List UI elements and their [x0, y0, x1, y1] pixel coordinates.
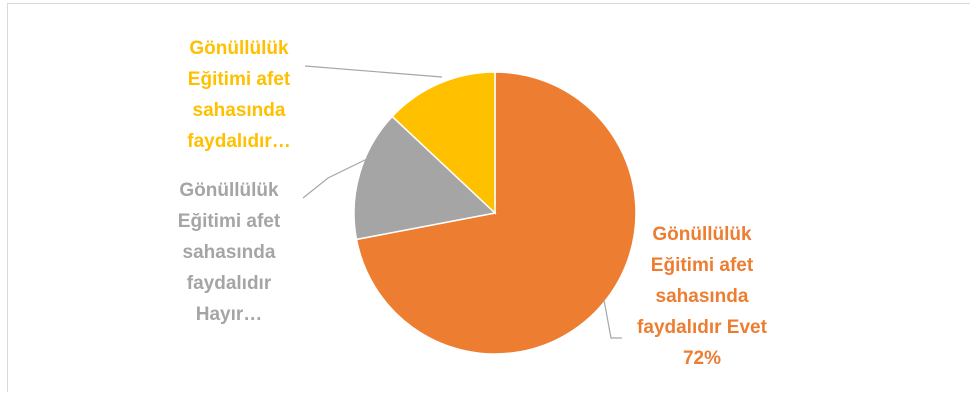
- data-label-1-line-1: Gönüllülük: [652, 224, 752, 245]
- leader-line-2: [302, 157, 370, 199]
- data-labels: Gönüllülük Eğitimi afet sahasında faydalıdı…: [178, 38, 768, 369]
- data-label-1: Gönüllülük Eğitimi afet sahasında faydalıdı…: [637, 224, 768, 369]
- data-label-2-line-1: Gönüllülük: [179, 180, 279, 201]
- data-label-2-line-3: sahasında: [183, 242, 276, 263]
- data-label-1-line-4: faydalıdır Evet: [637, 317, 768, 338]
- pie-slice-1: [355, 71, 637, 355]
- leader-line-1: [603, 299, 622, 339]
- leader-lines: [302, 65, 622, 339]
- leader-line-3: [304, 65, 443, 78]
- data-label-1-line-5: 72%: [683, 348, 721, 369]
- data-label-3-line-4: faydalıdır…: [187, 131, 290, 152]
- data-label-2-line-2: Eğitimi afet: [178, 211, 281, 232]
- pie-slice-3: [391, 71, 496, 215]
- pie-slice-2: [353, 115, 497, 241]
- data-label-2: Gönüllülük Eğitimi afet sahasında faydalıdı…: [178, 180, 281, 325]
- data-label-3-line-2: Eğitimi afet: [188, 69, 291, 90]
- data-label-3: Gönüllülük Eğitimi afet sahasında faydalıdı…: [187, 38, 291, 152]
- data-label-2-line-4: faydalıdır: [187, 273, 272, 294]
- pie-slices: [353, 71, 637, 355]
- data-label-1-line-3: sahasında: [656, 286, 749, 307]
- data-label-2-line-5: Hayır…: [196, 304, 263, 325]
- data-label-3-line-3: sahasında: [193, 100, 286, 121]
- data-label-3-line-1: Gönüllülük: [189, 38, 289, 59]
- chart-area: [7, 3, 970, 392]
- data-label-1-line-2: Eğitimi afet: [651, 255, 754, 276]
